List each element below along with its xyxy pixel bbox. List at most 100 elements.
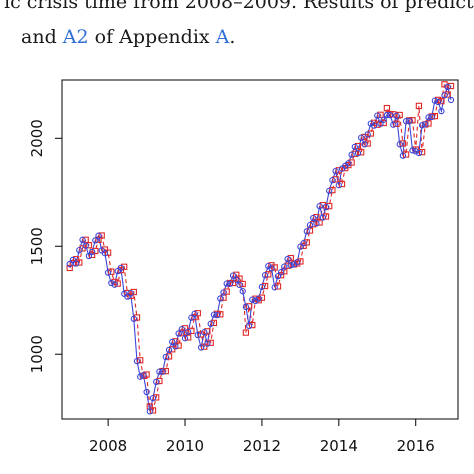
predicted-point (194, 310, 201, 317)
actual-point (130, 315, 137, 322)
link-table-a2[interactable]: A2 (62, 26, 89, 48)
actual-point (95, 232, 102, 239)
actual-point (412, 148, 419, 155)
x-tick-label: 2010 (166, 437, 204, 455)
actual-point (281, 263, 288, 270)
predicted-point (66, 264, 73, 272)
predicted-point (88, 251, 96, 259)
predicted-point (348, 159, 355, 166)
caption-line-1: ic crisis time from 2008–2009. Results o… (4, 0, 474, 13)
predicted-point (399, 140, 407, 147)
actual-point (284, 255, 291, 263)
predicted-point (143, 371, 150, 378)
actual-point (418, 122, 426, 129)
actual-point (261, 272, 269, 279)
predicted-point (149, 407, 157, 414)
predicted-point (300, 242, 307, 249)
link-appendix-a[interactable]: A (215, 26, 230, 48)
y-tick-label: 1500 (28, 227, 46, 265)
actual-point (159, 368, 166, 375)
predicted-point (178, 329, 185, 336)
predicted-point (438, 98, 445, 105)
actual-point (79, 236, 86, 243)
actual-point (354, 150, 362, 157)
actual-point (431, 97, 439, 104)
actual-point (287, 262, 294, 269)
actual-point (226, 280, 234, 287)
predicted-point (274, 283, 282, 290)
actual-point (322, 203, 330, 211)
actual-point (255, 295, 262, 302)
actual-point (140, 372, 147, 379)
actual-point (300, 240, 307, 247)
predicted-point (127, 292, 134, 300)
y-tick-label: 2000 (28, 119, 46, 157)
actual-point (143, 388, 150, 396)
predicted-point (217, 311, 224, 318)
predicted-point (316, 219, 323, 226)
actual-point (351, 143, 358, 151)
actual-point (146, 408, 153, 415)
actual-point (306, 221, 314, 229)
predicted-point (130, 288, 137, 296)
actual-point (175, 330, 182, 337)
actual-point (85, 252, 93, 260)
actual-point (210, 311, 218, 318)
caption-of-appendix: of Appendix (88, 26, 216, 48)
actual-point (229, 272, 237, 279)
actual-point (399, 152, 407, 159)
predicted-point (271, 264, 278, 271)
actual-point (447, 96, 455, 104)
actual-series-line (69, 85, 452, 412)
predicted-point (322, 213, 330, 220)
actual-point (310, 214, 317, 222)
actual-point (383, 111, 391, 119)
predicted-point (380, 119, 387, 127)
predicted-point (249, 321, 256, 329)
actual-point (294, 259, 301, 266)
predicted-point (210, 319, 218, 327)
actual-point (88, 248, 96, 256)
series-layer (66, 81, 455, 415)
predicted-point (412, 146, 419, 153)
predicted-point (329, 186, 336, 194)
predicted-point (444, 91, 451, 98)
predicted-point (418, 148, 426, 156)
actual-point (297, 243, 304, 250)
predicted-point (165, 353, 173, 360)
actual-point (345, 160, 352, 167)
predicted-point (303, 239, 310, 246)
actual-point (204, 340, 211, 347)
actual-point (181, 335, 189, 342)
predicted-point (101, 246, 109, 253)
predicted-point (229, 279, 237, 287)
actual-point (165, 346, 173, 354)
actual-point (370, 122, 378, 129)
x-tick-label: 2014 (320, 437, 358, 455)
actual-point (380, 116, 387, 123)
predicted-point (434, 96, 442, 104)
caption-line-2: and A2 of Appendix A. (21, 26, 235, 48)
caption-and: and (21, 26, 63, 48)
actual-point (271, 284, 278, 291)
predicted-point (326, 202, 333, 210)
actual-point (444, 83, 451, 91)
predicted-point (72, 256, 80, 263)
actual-point (415, 149, 423, 157)
actual-point (162, 353, 169, 361)
predicted-point (415, 102, 423, 110)
predicted-point (354, 142, 362, 150)
x-tick-label: 2016 (397, 437, 435, 455)
y-tick-label: 1000 (28, 335, 46, 373)
predicted-point (104, 249, 112, 256)
actual-point (364, 131, 371, 138)
actual-point (409, 147, 416, 154)
actual-point (223, 280, 230, 287)
actual-point (377, 120, 384, 127)
actual-point (217, 295, 224, 302)
actual-point (313, 220, 320, 227)
actual-point (191, 310, 198, 317)
predicted-point (265, 271, 272, 278)
actual-point (393, 112, 400, 119)
predicted-point (92, 247, 99, 255)
